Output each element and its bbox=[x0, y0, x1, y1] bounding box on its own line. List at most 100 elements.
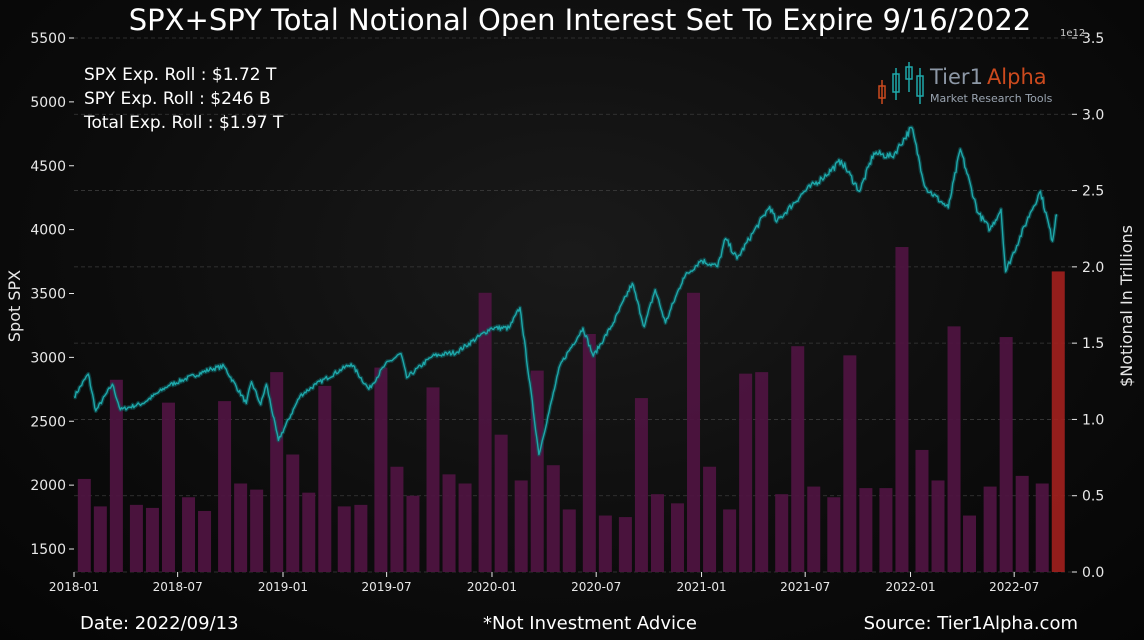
bar bbox=[618, 517, 632, 572]
bar bbox=[374, 367, 388, 572]
left-tick-label: 3000 bbox=[30, 350, 66, 366]
right-tick-label: 2.5 bbox=[1082, 184, 1104, 200]
footer-source: Source: Tier1Alpha.com bbox=[864, 613, 1078, 634]
left-tick-label: 1500 bbox=[30, 542, 66, 558]
bar bbox=[145, 507, 159, 572]
logo-text-part1: Tier1 bbox=[929, 65, 983, 89]
logo-text: Tier1 Alpha bbox=[929, 65, 1047, 89]
bar bbox=[687, 292, 701, 572]
x-tick-label: 2020-07 bbox=[571, 580, 621, 594]
left-tick-label: 2000 bbox=[30, 478, 66, 494]
bar bbox=[390, 466, 404, 572]
bar bbox=[286, 454, 300, 572]
left-axis-label: Spot SPX bbox=[5, 270, 24, 342]
footer-disclaimer: *Not Investment Advice bbox=[483, 613, 697, 634]
bar bbox=[302, 492, 316, 572]
bar bbox=[739, 373, 753, 572]
bar bbox=[1035, 483, 1049, 572]
bar bbox=[546, 465, 560, 572]
annotation-spy-roll: SPY Exp. Roll : $246 B bbox=[84, 89, 271, 109]
bar bbox=[931, 480, 945, 572]
bar bbox=[514, 480, 528, 572]
bar bbox=[650, 494, 664, 572]
x-tick-label: 2018-01 bbox=[49, 580, 99, 594]
x-tick-label: 2019-01 bbox=[258, 580, 308, 594]
right-axis-multiplier: 1e12 bbox=[1060, 28, 1085, 39]
bar bbox=[791, 346, 805, 572]
logo-tagline: Market Research Tools bbox=[930, 92, 1053, 105]
right-tick-label: 0.5 bbox=[1082, 489, 1104, 505]
bar bbox=[915, 449, 929, 572]
bar bbox=[582, 333, 596, 572]
bar bbox=[406, 495, 420, 572]
left-y-axis: 1500 2000 2500 3000 3500 4000 4500 5000 5500 bbox=[30, 31, 74, 558]
x-tick-label: 2020-01 bbox=[467, 580, 517, 594]
bar bbox=[442, 474, 456, 572]
x-tick-label: 2022-07 bbox=[989, 580, 1039, 594]
x-tick-label: 2022-01 bbox=[885, 580, 935, 594]
right-tick-label: 2.0 bbox=[1082, 260, 1104, 276]
bar bbox=[634, 398, 648, 572]
right-tick-label: 3.5 bbox=[1082, 31, 1104, 47]
bar bbox=[93, 506, 107, 572]
x-tick-label: 2018-07 bbox=[153, 580, 203, 594]
bar bbox=[218, 401, 232, 572]
bar bbox=[182, 497, 196, 572]
bar bbox=[807, 486, 821, 572]
right-tick-label: 0.0 bbox=[1082, 565, 1104, 581]
left-tick-label: 2500 bbox=[30, 414, 66, 430]
bar bbox=[562, 509, 576, 572]
bar bbox=[318, 385, 332, 572]
spot-line-series bbox=[73, 125, 1059, 457]
bar bbox=[77, 478, 91, 572]
bar bbox=[703, 466, 717, 572]
bar bbox=[458, 483, 472, 572]
bar bbox=[755, 372, 769, 572]
bar bbox=[1015, 475, 1029, 572]
bar-series bbox=[77, 247, 1065, 572]
bar bbox=[598, 515, 612, 572]
bar bbox=[337, 506, 351, 572]
bar bbox=[895, 247, 909, 572]
left-tick-label: 4000 bbox=[30, 223, 66, 239]
bar bbox=[859, 488, 873, 572]
chart-title: SPX+SPY Total Notional Open Interest Set… bbox=[129, 3, 1031, 37]
annotation-spx-roll: SPX Exp. Roll : $1.72 T bbox=[84, 65, 277, 85]
x-tick-label: 2019-07 bbox=[362, 580, 412, 594]
bar bbox=[775, 494, 789, 572]
x-axis: 2018-01 2018-07 2019-01 2019-07 2020-01 2020-… bbox=[49, 572, 1039, 594]
left-tick-label: 5500 bbox=[30, 31, 66, 47]
bar bbox=[843, 355, 857, 572]
bar bbox=[234, 483, 248, 572]
bar bbox=[129, 504, 143, 572]
right-tick-label: 3.0 bbox=[1082, 107, 1104, 123]
bar bbox=[983, 486, 997, 572]
bar bbox=[494, 434, 508, 572]
bar bbox=[1051, 271, 1065, 572]
left-tick-label: 3500 bbox=[30, 287, 66, 303]
bar bbox=[426, 387, 440, 572]
logo: Tier1 Alpha Market Research Tools bbox=[878, 62, 1053, 105]
right-tick-label: 1.5 bbox=[1082, 336, 1104, 352]
left-tick-label: 4500 bbox=[30, 159, 66, 175]
x-tick-label: 2021-07 bbox=[780, 580, 830, 594]
bar bbox=[879, 488, 893, 572]
bar bbox=[161, 402, 175, 572]
candlestick-logo-icon bbox=[878, 62, 924, 104]
bar bbox=[827, 497, 841, 572]
bar bbox=[354, 504, 368, 572]
annotation-total-roll: Total Exp. Roll : $1.97 T bbox=[83, 113, 284, 133]
logo-text-part2: Alpha bbox=[987, 65, 1047, 89]
bar bbox=[109, 379, 123, 572]
bar bbox=[670, 503, 684, 572]
bar bbox=[198, 510, 212, 572]
left-tick-label: 5000 bbox=[30, 95, 66, 111]
bar bbox=[723, 509, 737, 572]
footer-date: Date: 2022/09/13 bbox=[80, 613, 239, 634]
right-y-axis: 0.0 0.5 1.0 1.5 2.0 2.5 3.0 3.5 bbox=[1072, 31, 1104, 581]
bar bbox=[478, 292, 492, 572]
spot-line bbox=[73, 126, 1058, 456]
bar bbox=[999, 337, 1013, 572]
x-tick-label: 2021-01 bbox=[676, 580, 726, 594]
